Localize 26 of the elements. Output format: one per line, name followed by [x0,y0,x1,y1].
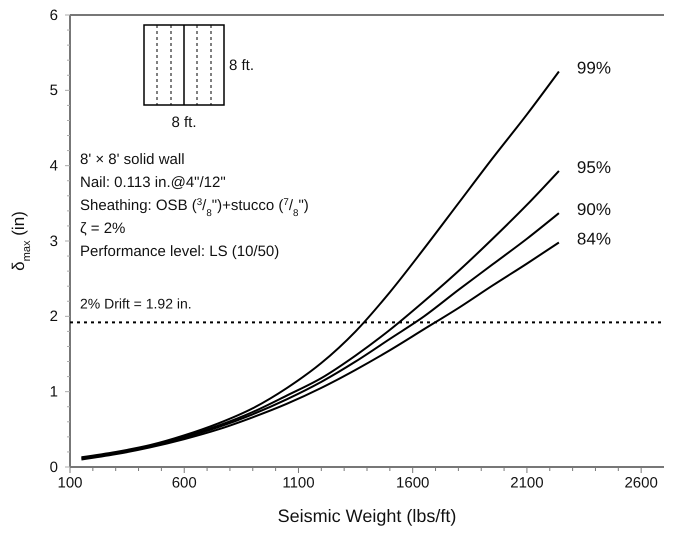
annotation: 8' × 8' solid wall [80,151,185,168]
y-tick-label: 2 [50,308,58,326]
y-tick-label: 3 [50,232,58,250]
text: Sheathing: OSB ($^{3}$/$_{8}$")+stucco ($^{7}$/$_{8}$") [80,196,309,218]
y-tick-label: 0 [50,458,58,476]
x-tick-label: 100 [57,474,83,492]
annotation: Performance level: LS (10/50) [80,243,280,260]
annotation: 8 ft. [171,114,197,131]
annotation: 8 ft. [229,57,254,74]
x-tick-label: 600 [172,474,197,492]
x-tick-label: 2600 [624,474,658,492]
y-tick-label: 5 [50,82,58,100]
annotation: ζ = 2% [80,220,126,237]
series-label: 95% [576,158,611,177]
x-tick-label: 2100 [510,474,544,492]
series-label: 90% [576,200,611,220]
annotation: Nail: 0.113 in.@4"/12" [80,174,226,191]
y-tick-label: 6 [50,6,58,24]
x-axis-title: Seismic Weight (lbs/ft) [278,506,456,526]
y-tick-label: 1 [50,383,58,400]
series-label: 84% [576,230,611,249]
ref-line-label: 2% Drift = 1.92 in. [80,295,192,312]
series-label: 99% [576,58,611,78]
x-tick-label: 1100 [282,474,315,492]
x-tick-label: 1600 [396,474,430,492]
y-tick-label: 4 [50,157,58,174]
